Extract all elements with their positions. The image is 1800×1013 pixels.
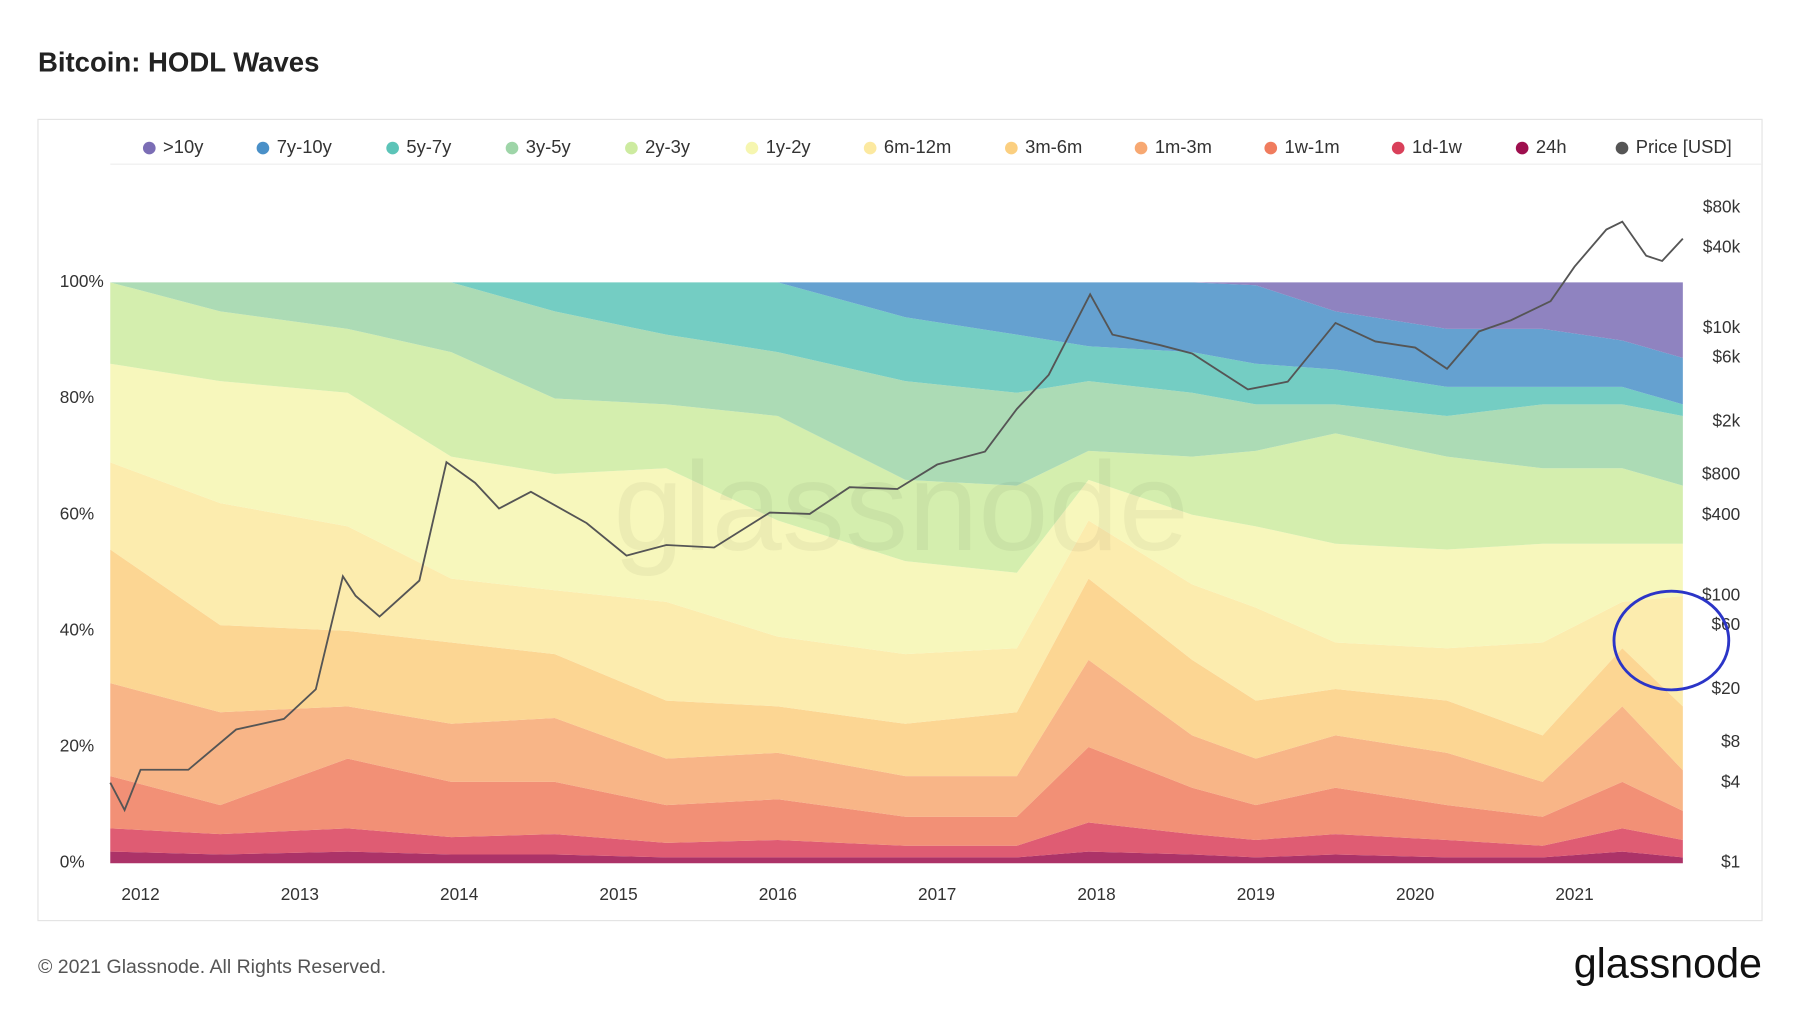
area-band	[110, 822, 1683, 858]
legend-label: Price [USD]	[1636, 136, 1732, 157]
y2-tick-label: $2k	[1712, 410, 1740, 430]
legend-swatch	[625, 141, 638, 155]
x-tick-label: 2016	[759, 884, 797, 904]
legend-label: 5y-7y	[406, 136, 452, 157]
y2-tick-label: $20	[1712, 678, 1741, 698]
y2-tick-label: $100	[1702, 584, 1740, 604]
area-band	[110, 282, 1683, 486]
y2-tick-label: $8	[1721, 731, 1740, 751]
legend-swatch	[745, 141, 759, 155]
x-tick-label: 2017	[918, 884, 956, 904]
area-band	[110, 747, 1683, 846]
x-tick-label: 2018	[1077, 884, 1115, 904]
y2-tick-label: $40k	[1703, 237, 1741, 257]
legend-swatch	[256, 141, 270, 155]
y-tick-label: 40%	[60, 619, 94, 639]
legend-label: 1w-1m	[1285, 136, 1340, 157]
areas	[110, 282, 1683, 864]
area-band	[110, 282, 1683, 405]
y2-tick-label: $400	[1702, 504, 1740, 524]
area-band	[110, 282, 1683, 573]
legend-label: 2y-3y	[645, 136, 691, 157]
y-tick-label: 20%	[60, 736, 94, 756]
logo: glassnode	[1574, 940, 1762, 986]
y-tick-label: 100%	[60, 271, 104, 291]
annotation-circle	[1612, 589, 1731, 692]
area-band	[110, 363, 1683, 655]
area-band	[110, 462, 1683, 736]
overlay: 0%20%40%60%80%100%$1$4$8$20$60$100$400$8…	[60, 136, 1741, 904]
area-band	[110, 659, 1683, 817]
area-band	[110, 282, 1683, 416]
legend-swatch	[505, 141, 519, 155]
footer: © 2021 Glassnode. All Rights Reserved.	[38, 956, 386, 978]
y2-tick-label: $10k	[1703, 317, 1741, 337]
chart-title: Bitcoin: HODL Waves	[38, 47, 319, 78]
y-tick-label: 0%	[60, 852, 85, 872]
legend-label: 1d-1w	[1412, 136, 1463, 157]
legend-swatch	[1264, 141, 1278, 155]
price-line	[109, 220, 1684, 813]
legend-label: >10y	[163, 136, 204, 157]
chart-card	[37, 118, 1763, 922]
y2-tick-label: $1	[1721, 852, 1740, 872]
legend-swatch	[1005, 141, 1018, 155]
x-tick-label: 2019	[1237, 884, 1275, 904]
x-tick-label: 2021	[1555, 884, 1593, 904]
legend-label: 1m-3m	[1155, 136, 1212, 157]
y2-tick-label: $80k	[1703, 196, 1741, 216]
x-tick-label: 2013	[281, 884, 319, 904]
legend-swatch	[863, 141, 877, 155]
legend-swatch	[1615, 141, 1629, 155]
legend-label: 3y-5y	[526, 136, 572, 157]
x-tick-label: 2012	[121, 884, 159, 904]
x-tick-label: 2020	[1396, 884, 1434, 904]
legend-label: 6m-12m	[884, 136, 951, 157]
watermark: glassnode	[613, 436, 1189, 577]
y2-tick-label: $4	[1721, 771, 1741, 791]
legend-swatch	[142, 141, 156, 155]
x-tick-label: 2014	[440, 884, 479, 904]
legend-swatch	[1391, 141, 1405, 155]
legend-label: 24h	[1536, 136, 1567, 157]
area-band	[110, 549, 1683, 782]
legend-label: 7y-10y	[277, 136, 333, 157]
legend-swatch	[1134, 141, 1148, 155]
x-tick-label: 2015	[599, 884, 637, 904]
y-tick-label: 80%	[60, 387, 94, 407]
y-tick-label: 60%	[60, 503, 94, 523]
legend-swatch	[386, 141, 399, 155]
legend-label: 1y-2y	[766, 136, 812, 157]
y2-tick-label: $6k	[1712, 347, 1740, 367]
legend-label: 3m-6m	[1025, 136, 1082, 157]
legend-swatch	[1515, 141, 1529, 155]
y2-tick-label: $800	[1702, 464, 1740, 484]
area-band	[110, 282, 1683, 358]
